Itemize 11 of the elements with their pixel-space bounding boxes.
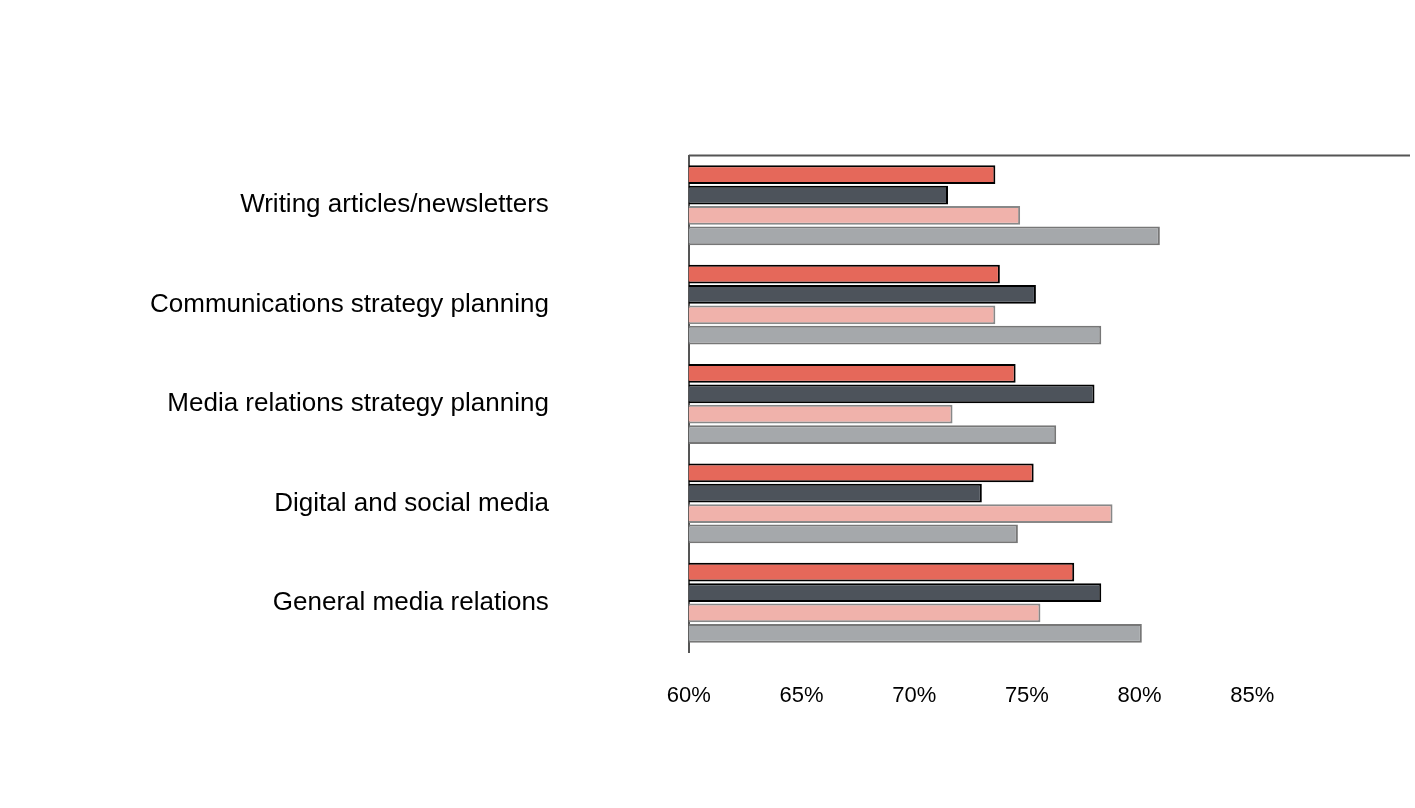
y-tick-label: Communications strategy planning (150, 287, 549, 318)
x-tick-label: 75% (1004, 681, 1049, 707)
y-tick-label: Digital and social media (274, 486, 550, 517)
x-tick-label: 65% (779, 681, 824, 707)
x-tick-label: 70% (892, 681, 937, 707)
x-tick-label: 60% (666, 681, 711, 707)
y-tick-label: Media relations strategy planning (167, 387, 549, 418)
y-tick-label: Writing articles/newsletters (240, 188, 549, 219)
x-tick-label: 80% (1117, 681, 1162, 707)
y-tick-label: General media relations (272, 585, 549, 616)
x-tick-label: 85% (1230, 681, 1275, 707)
